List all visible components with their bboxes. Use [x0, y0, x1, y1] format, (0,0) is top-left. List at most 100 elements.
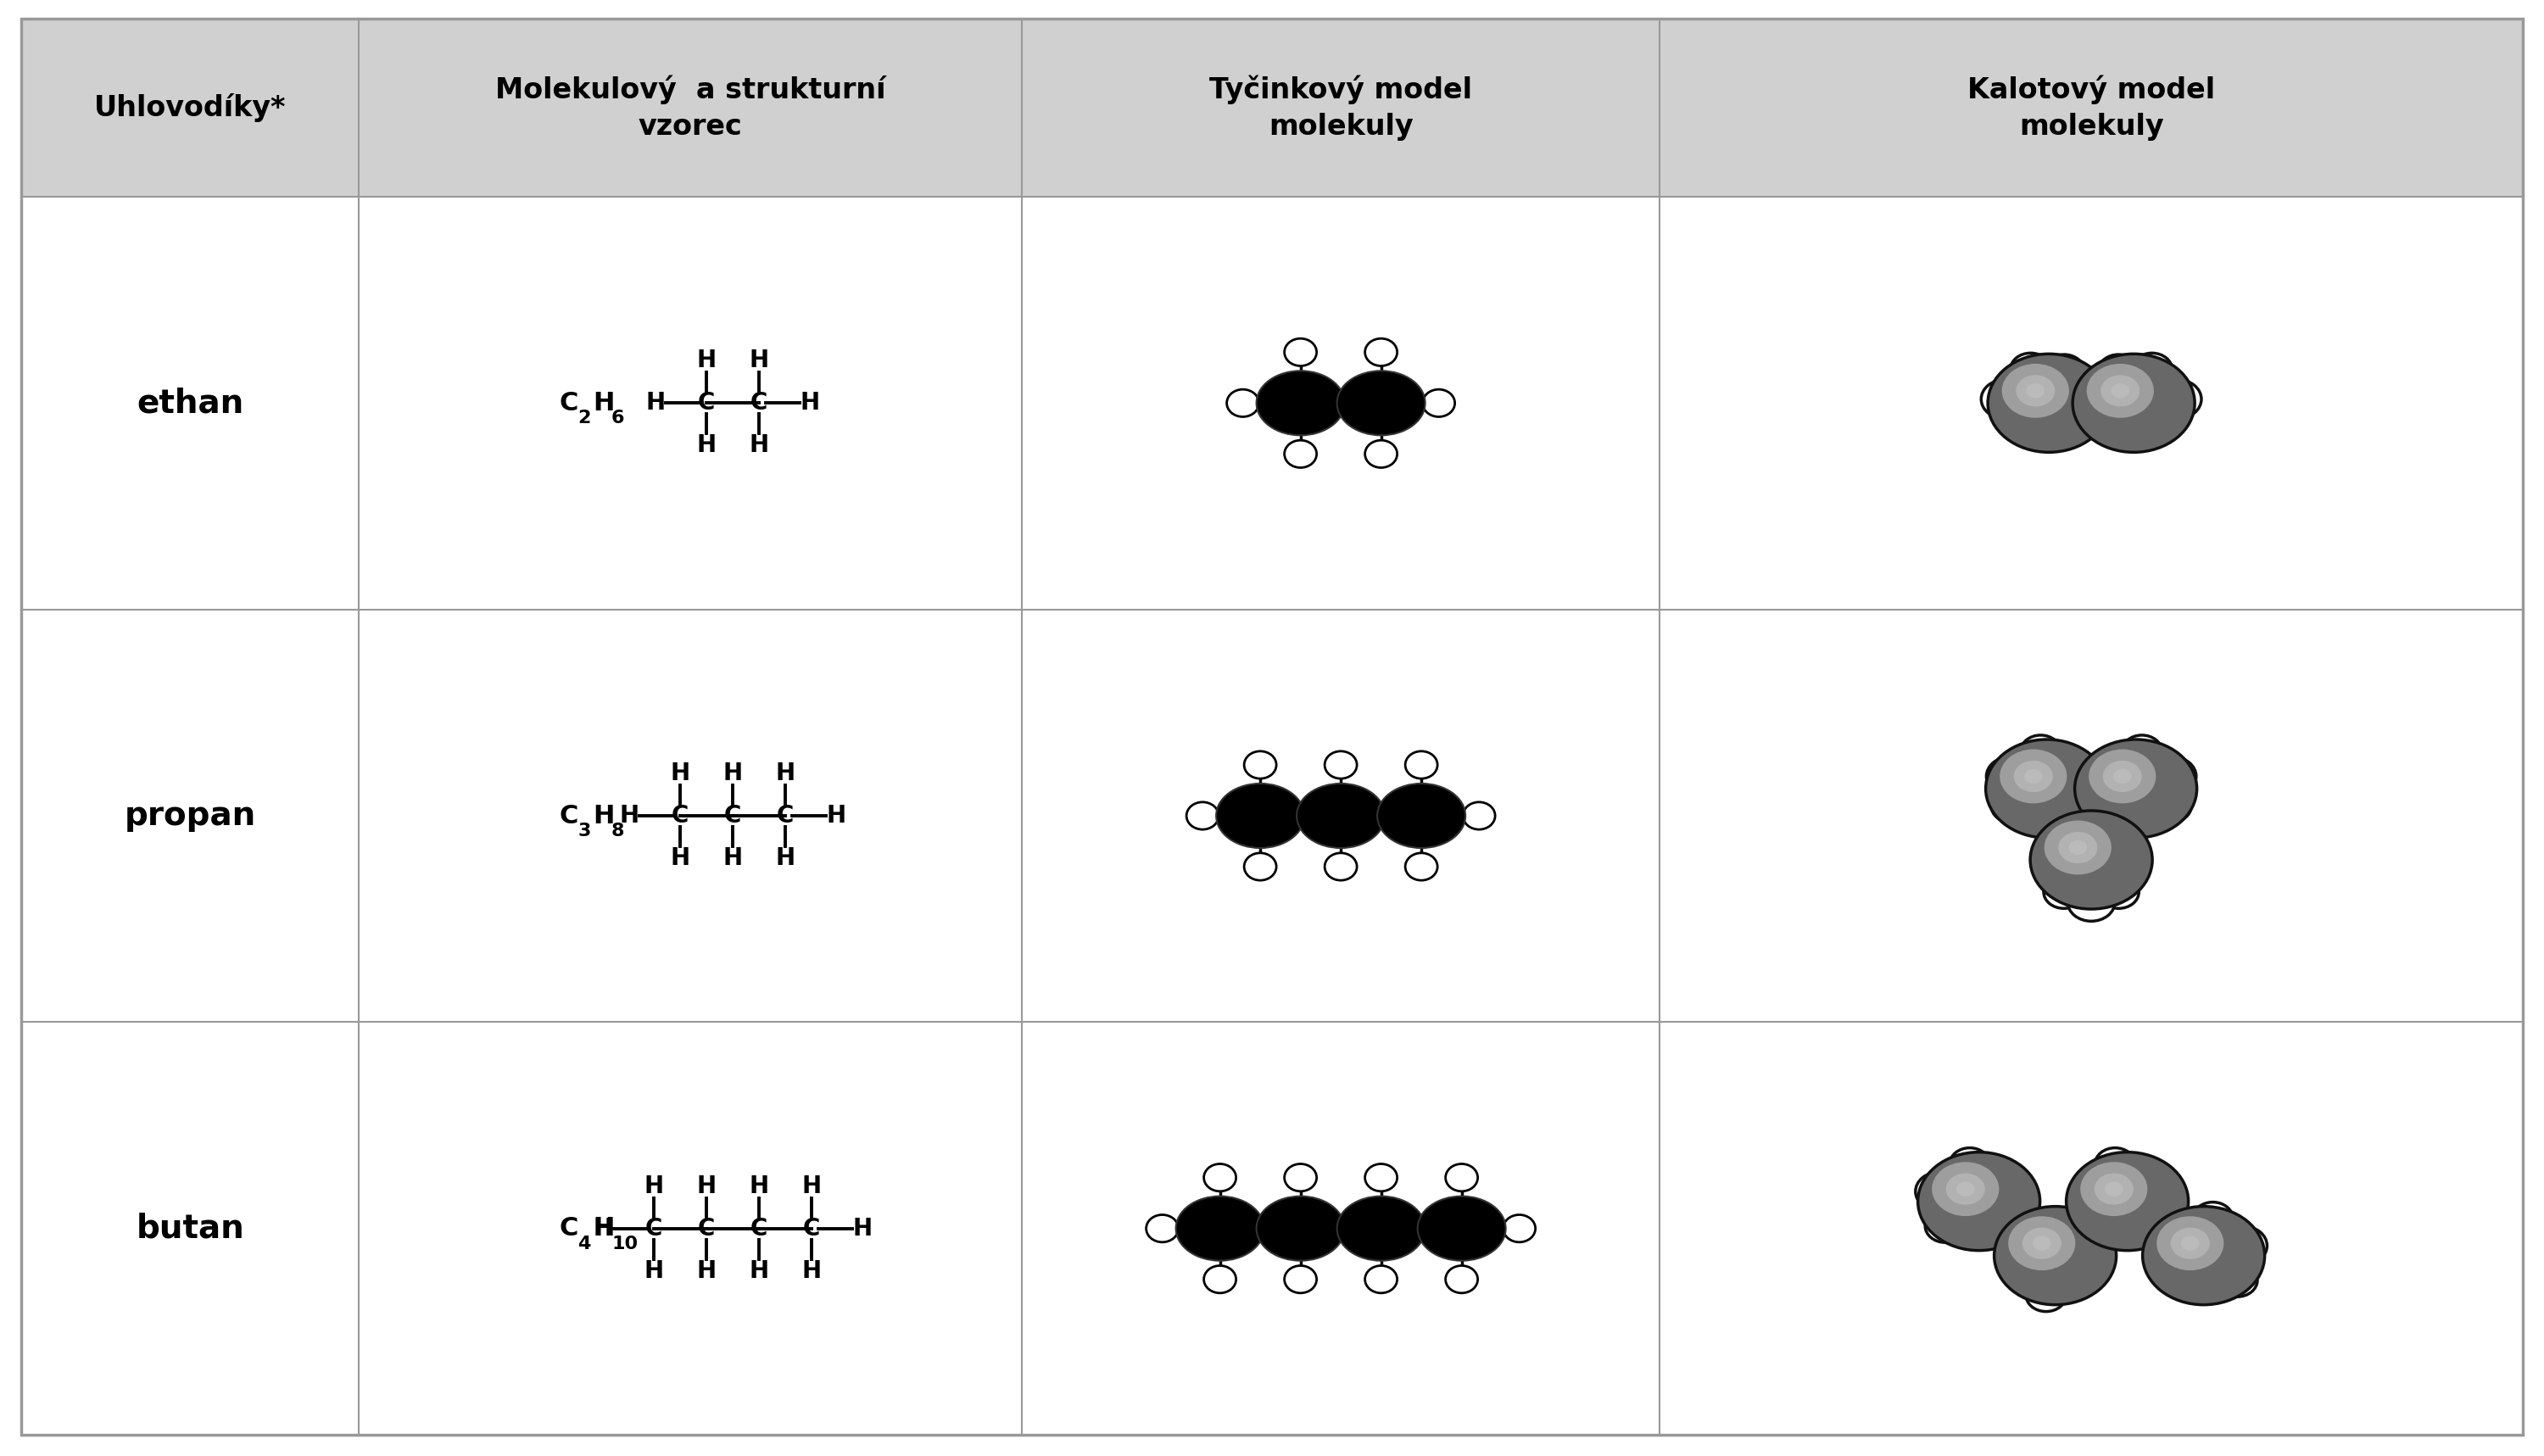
- Ellipse shape: [2081, 1162, 2147, 1216]
- Ellipse shape: [1987, 354, 2109, 453]
- Ellipse shape: [2030, 811, 2152, 909]
- Ellipse shape: [2058, 831, 2096, 863]
- Ellipse shape: [1257, 1197, 1346, 1261]
- Ellipse shape: [1366, 1265, 1397, 1293]
- Ellipse shape: [1994, 1207, 2117, 1305]
- Text: H: H: [801, 392, 819, 415]
- Ellipse shape: [1366, 338, 1397, 365]
- Ellipse shape: [2025, 383, 2045, 397]
- Text: propan: propan: [125, 799, 257, 831]
- Ellipse shape: [1463, 802, 1496, 830]
- Ellipse shape: [1987, 740, 2109, 837]
- Text: H: H: [593, 1216, 616, 1241]
- Text: H: H: [827, 804, 847, 827]
- Text: H: H: [672, 846, 689, 871]
- Ellipse shape: [1244, 751, 1277, 779]
- Ellipse shape: [2025, 1278, 2066, 1312]
- Text: H: H: [801, 1174, 822, 1198]
- Text: H: H: [697, 1174, 717, 1198]
- FancyBboxPatch shape: [20, 610, 2524, 1022]
- Ellipse shape: [2142, 1207, 2264, 1305]
- Ellipse shape: [1285, 1265, 1318, 1293]
- Ellipse shape: [1504, 1214, 1537, 1242]
- Text: C: C: [804, 1217, 819, 1241]
- Ellipse shape: [2002, 364, 2068, 418]
- Text: C: C: [750, 1217, 768, 1241]
- Ellipse shape: [1297, 783, 1384, 847]
- Ellipse shape: [1404, 853, 1437, 881]
- FancyBboxPatch shape: [20, 1022, 2524, 1434]
- Ellipse shape: [2089, 750, 2155, 804]
- Text: C: C: [776, 804, 794, 827]
- Text: Molekulový  a strukturní
vzorec: Molekulový a strukturní vzorec: [496, 74, 885, 141]
- Ellipse shape: [1366, 440, 1397, 467]
- Ellipse shape: [1931, 1162, 2000, 1216]
- Ellipse shape: [1338, 1197, 1425, 1261]
- Text: C: C: [750, 392, 768, 415]
- Text: H: H: [750, 434, 768, 457]
- Ellipse shape: [2094, 1174, 2134, 1204]
- Text: ethan: ethan: [137, 387, 244, 419]
- Ellipse shape: [1987, 757, 2033, 796]
- Text: 2: 2: [577, 409, 590, 427]
- Text: C: C: [560, 804, 577, 828]
- Ellipse shape: [2114, 769, 2132, 783]
- Text: H: H: [852, 1217, 873, 1241]
- Ellipse shape: [2045, 821, 2112, 875]
- Ellipse shape: [2048, 1268, 2089, 1302]
- Text: C: C: [725, 804, 740, 827]
- Ellipse shape: [2007, 1216, 2076, 1270]
- Ellipse shape: [1956, 1182, 1974, 1197]
- Ellipse shape: [2094, 1147, 2134, 1181]
- Ellipse shape: [1918, 1152, 2040, 1251]
- Ellipse shape: [2086, 364, 2155, 418]
- Text: 6: 6: [611, 409, 626, 427]
- Ellipse shape: [1366, 1163, 1397, 1191]
- Text: H: H: [644, 1259, 664, 1283]
- Text: H: H: [801, 1259, 822, 1283]
- Ellipse shape: [2216, 1264, 2257, 1297]
- Ellipse shape: [1175, 1197, 1264, 1261]
- Ellipse shape: [1203, 1265, 1236, 1293]
- FancyBboxPatch shape: [20, 19, 2524, 197]
- Ellipse shape: [1226, 389, 1259, 416]
- Ellipse shape: [2180, 1236, 2201, 1251]
- Ellipse shape: [2043, 354, 2084, 387]
- Text: H: H: [593, 1217, 613, 1241]
- Ellipse shape: [2104, 1182, 2124, 1197]
- Ellipse shape: [2132, 352, 2173, 386]
- Text: H: H: [750, 1259, 768, 1283]
- Ellipse shape: [2152, 789, 2190, 823]
- Text: H: H: [750, 1174, 768, 1198]
- Ellipse shape: [2020, 735, 2061, 769]
- Ellipse shape: [2101, 376, 2140, 406]
- Ellipse shape: [1422, 389, 1455, 416]
- Ellipse shape: [1216, 783, 1305, 847]
- Text: C: C: [672, 804, 689, 827]
- Ellipse shape: [1376, 783, 1465, 847]
- Ellipse shape: [1445, 1265, 1478, 1293]
- Ellipse shape: [2010, 352, 2050, 386]
- Text: H: H: [672, 761, 689, 785]
- Ellipse shape: [1147, 1214, 1178, 1242]
- Ellipse shape: [1325, 751, 1356, 779]
- Ellipse shape: [1949, 1147, 1989, 1181]
- Ellipse shape: [1203, 1163, 1236, 1191]
- Text: H: H: [697, 434, 717, 457]
- Ellipse shape: [2104, 760, 2142, 792]
- Text: Uhlovodíky*: Uhlovodíky*: [94, 93, 285, 122]
- Ellipse shape: [2099, 354, 2140, 387]
- Ellipse shape: [1244, 853, 1277, 881]
- Text: H: H: [722, 761, 743, 785]
- Ellipse shape: [1285, 338, 1318, 365]
- Ellipse shape: [1404, 751, 1437, 779]
- Ellipse shape: [1338, 371, 1425, 435]
- Text: H: H: [621, 804, 639, 827]
- Ellipse shape: [2122, 735, 2162, 769]
- Ellipse shape: [2099, 875, 2140, 909]
- Ellipse shape: [1186, 802, 1219, 830]
- Ellipse shape: [2000, 750, 2066, 804]
- Ellipse shape: [2157, 1216, 2223, 1270]
- Ellipse shape: [1285, 1163, 1318, 1191]
- Ellipse shape: [2066, 1152, 2188, 1251]
